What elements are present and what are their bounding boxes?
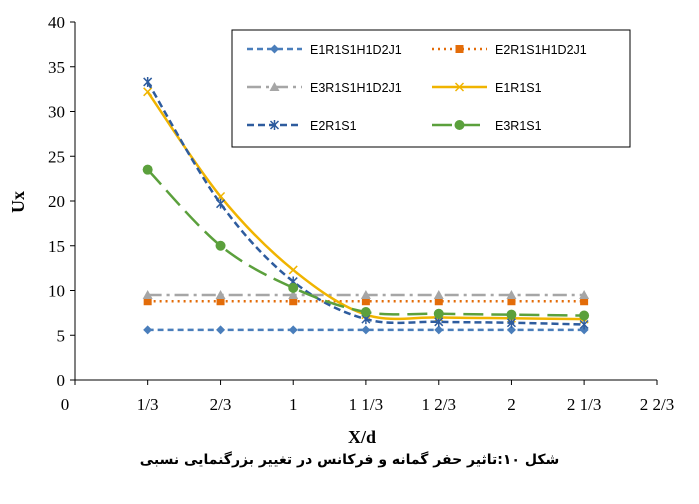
data-point — [507, 297, 516, 306]
data-point — [143, 325, 153, 335]
data-point — [288, 265, 298, 275]
y-tick-label: 25 — [48, 147, 65, 166]
data-point — [288, 325, 298, 335]
data-point — [361, 297, 370, 306]
y-axis-ticks: 0 5 10 15 20 25 30 35 40 — [48, 13, 75, 390]
series-layer — [142, 76, 590, 335]
data-point — [215, 289, 226, 299]
figure-caption: شکل ۱۰:تاثیر حفر گمانه و فرکانس در تغییر… — [139, 452, 560, 468]
data-point — [434, 297, 443, 306]
data-point — [455, 45, 464, 53]
x-tick-label: 2/3 — [210, 395, 232, 414]
x-axis-title: X/d — [348, 427, 376, 447]
data-point — [360, 289, 371, 299]
data-point — [143, 87, 153, 97]
data-point — [269, 120, 280, 130]
data-point — [579, 289, 590, 299]
x-tick-label: 1 — [289, 395, 298, 414]
legend-item: E2R1S1H1D2J1 — [432, 43, 587, 57]
y-tick-label: 5 — [57, 326, 66, 345]
x-tick-label: 1/3 — [137, 395, 159, 414]
legend-item: E2R1S1 — [247, 119, 357, 133]
legend-item: E3R1S1 — [432, 119, 542, 133]
data-point — [434, 325, 444, 335]
data-point — [454, 82, 465, 92]
data-point — [580, 297, 589, 306]
data-point — [289, 297, 298, 306]
y-tick-label: 40 — [48, 13, 65, 32]
data-point — [506, 325, 516, 335]
legend-label: E2R1S1 — [310, 119, 357, 133]
data-point — [579, 310, 590, 321]
y-tick-label: 30 — [48, 103, 65, 122]
y-tick-label: 15 — [48, 237, 65, 256]
data-point — [579, 319, 589, 330]
legend-item: E1R1S1 — [432, 81, 542, 95]
legend: E1R1S1H1D2J1 E2R1S1H1D2J1 E3R1S1H1D2J1 E1R1… — [231, 29, 631, 148]
data-point — [360, 306, 371, 317]
data-point — [216, 297, 225, 306]
x-tick-label: 1 2/3 — [422, 395, 456, 414]
x-tick-label: 2 1/3 — [567, 395, 601, 414]
y-tick-label: 35 — [48, 58, 65, 77]
y-tick-label: 10 — [48, 282, 65, 301]
legend-item: E3R1S1H1D2J1 — [247, 81, 402, 95]
data-point — [433, 289, 444, 299]
legend-label: E2R1S1H1D2J1 — [495, 43, 587, 57]
y-tick-label: 0 — [57, 371, 66, 390]
data-point — [506, 309, 517, 320]
series-E3R1S1H1D2J1 — [142, 289, 590, 299]
data-point — [288, 289, 299, 299]
legend-label: E3R1S1 — [495, 119, 542, 133]
legend-label: E1R1S1 — [495, 81, 542, 95]
x-tick-label: 0 — [61, 395, 70, 414]
data-point — [269, 82, 280, 91]
data-point — [142, 164, 153, 175]
legend-item: E1R1S1H1D2J1 — [247, 43, 402, 57]
legend-label: E3R1S1H1D2J1 — [310, 81, 402, 95]
series-E1R1S1H1D2J1 — [143, 325, 589, 335]
x-tick-label: 1 1/3 — [349, 395, 383, 414]
data-point — [506, 289, 517, 299]
x-axis-ticks: 0 1/3 2/3 1 1 1/3 1 2/3 2 2 1/3 2 2/3 — [61, 380, 674, 414]
series-E2R1S1 — [143, 76, 589, 330]
data-point — [143, 76, 153, 87]
data-point — [270, 44, 279, 54]
data-point — [216, 198, 226, 209]
x-tick-label: 2 2/3 — [640, 395, 674, 414]
data-point — [216, 325, 226, 335]
series-E2R1S1H1D2J1 — [143, 297, 589, 306]
x-tick-label: 2 — [507, 395, 516, 414]
series-E3R1S1 — [142, 164, 590, 321]
data-point — [142, 289, 153, 299]
y-tick-label: 20 — [48, 192, 65, 211]
data-point — [288, 282, 299, 293]
data-point — [215, 240, 226, 251]
data-point — [454, 120, 465, 130]
data-point — [433, 308, 444, 319]
data-point — [143, 297, 152, 306]
y-axis-title: Ux — [8, 191, 28, 213]
legend-label: E1R1S1H1D2J1 — [310, 43, 402, 57]
data-point — [361, 325, 371, 335]
